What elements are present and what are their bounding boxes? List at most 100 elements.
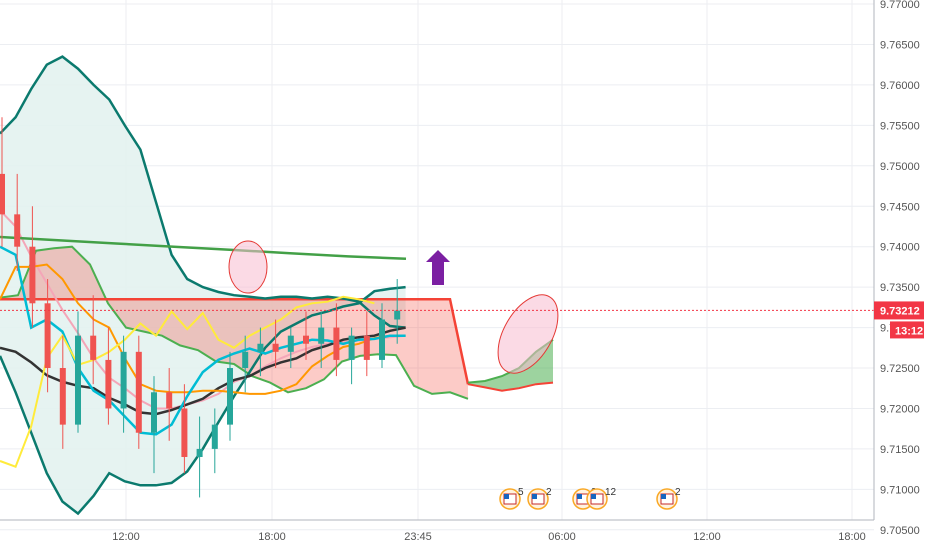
candle-body — [14, 214, 21, 247]
highlight-ellipse-left[interactable] — [228, 240, 268, 294]
candle-body — [75, 335, 81, 425]
candle-body — [44, 303, 51, 369]
event-count: 2 — [675, 487, 681, 498]
candle[interactable] — [120, 335, 127, 433]
candle-body — [120, 351, 127, 409]
candle-body — [257, 343, 264, 352]
up-arrow-icon[interactable] — [426, 250, 450, 285]
candle-body — [394, 310, 401, 320]
economic-events[interactable]: 522122 — [499, 487, 681, 510]
y-tick-label: 9.73500 — [880, 282, 920, 294]
candle-body — [211, 424, 218, 449]
x-tick-label: 12:00 — [693, 531, 721, 543]
candle[interactable] — [287, 327, 294, 369]
candle-body — [242, 351, 249, 369]
y-tick-label: 9.70500 — [880, 525, 920, 537]
countdown-label: 13:12 — [895, 325, 923, 337]
economic-event[interactable]: 2 — [656, 487, 681, 510]
candle[interactable] — [394, 279, 401, 344]
candle-body — [363, 335, 370, 360]
candle[interactable] — [181, 384, 188, 474]
candle-body — [166, 392, 173, 409]
candle[interactable] — [14, 173, 21, 271]
y-tick-label: 9.72000 — [880, 403, 920, 415]
candle-body — [29, 246, 36, 304]
y-tick-label: 9.74500 — [880, 201, 920, 213]
y-tick-label: 9.76500 — [880, 39, 920, 51]
y-tick-label: 9.75000 — [880, 161, 920, 173]
candle[interactable] — [379, 303, 385, 369]
drawings[interactable] — [0, 240, 874, 383]
candle[interactable] — [75, 311, 81, 433]
candle[interactable] — [196, 416, 203, 498]
senkou-span-a — [0, 245, 469, 400]
economic-event[interactable]: 5 — [499, 487, 524, 510]
axes: 12:00 18:00 23:45 06:00 12:00 18:00 9.77000 9.7… — [0, 0, 924, 543]
y-tick-label: 9.71500 — [880, 444, 920, 456]
x-tick-label: 12:00 — [112, 531, 140, 543]
event-count: 2 — [546, 487, 552, 498]
candle-body — [135, 351, 142, 433]
y-tick-label: 9.75500 — [880, 120, 920, 132]
x-tick-label: 23:45 — [404, 531, 432, 543]
moving-average-green — [0, 235, 407, 261]
candle-body — [0, 173, 5, 215]
candle-body — [272, 343, 279, 352]
candle[interactable] — [227, 351, 233, 441]
countdown-tag — [890, 321, 924, 339]
candle[interactable] — [363, 311, 370, 377]
cloud-fill — [0, 246, 468, 399]
candle-body — [90, 335, 97, 360]
y-tick-label: 9.76000 — [880, 80, 920, 92]
candle-body — [303, 335, 309, 344]
candle[interactable] — [135, 335, 142, 449]
candle[interactable] — [272, 319, 279, 369]
candle-body — [379, 319, 385, 360]
candle-body — [318, 327, 325, 344]
x-tick-label: 18:00 — [838, 531, 866, 543]
flag-canton — [591, 494, 596, 499]
candle-body — [348, 335, 355, 360]
future-span-b — [467, 381, 554, 392]
bollinger-band-fill — [0, 56, 406, 514]
x-tick-label: 18:00 — [258, 531, 286, 543]
candle[interactable] — [0, 117, 5, 247]
y-tick-label: 9.71000 — [880, 484, 920, 496]
future-cloud-fill — [468, 339, 553, 391]
bollinger-lower — [0, 285, 406, 516]
current-price-tag — [874, 301, 924, 320]
candle[interactable] — [242, 335, 249, 393]
highlight-ellipse-right[interactable] — [486, 285, 571, 383]
candle[interactable] — [44, 279, 51, 393]
candle-body — [196, 448, 203, 457]
candle[interactable] — [333, 303, 340, 377]
economic-event[interactable]: 2 — [527, 487, 552, 510]
candle[interactable] — [348, 327, 355, 385]
event-count: 5 — [518, 487, 524, 498]
candle[interactable] — [318, 311, 325, 369]
current-price-label: 9.73212 — [880, 305, 920, 317]
candle[interactable] — [29, 206, 36, 328]
senkou-span-b — [0, 298, 470, 385]
candle[interactable] — [151, 376, 157, 474]
candle[interactable] — [105, 327, 112, 425]
candle[interactable] — [257, 327, 264, 377]
flag-canton — [532, 494, 537, 499]
candle[interactable] — [59, 335, 66, 449]
flag-canton — [577, 494, 582, 499]
candle[interactable] — [303, 311, 309, 360]
candle-body — [105, 359, 112, 409]
candle-body — [181, 408, 188, 457]
candles[interactable] — [0, 117, 401, 498]
candle-body — [151, 392, 157, 433]
y-tick-label: 9.74000 — [880, 242, 920, 254]
x-tick-label: 06:00 — [548, 531, 576, 543]
candle[interactable] — [166, 368, 173, 441]
y-tick-label: 9.77000 — [880, 0, 920, 11]
bollinger-fill — [0, 56, 406, 514]
economic-event[interactable]: 12 — [586, 487, 617, 510]
candle-body — [287, 335, 294, 352]
candle[interactable] — [211, 408, 218, 474]
candle-body — [59, 368, 66, 425]
